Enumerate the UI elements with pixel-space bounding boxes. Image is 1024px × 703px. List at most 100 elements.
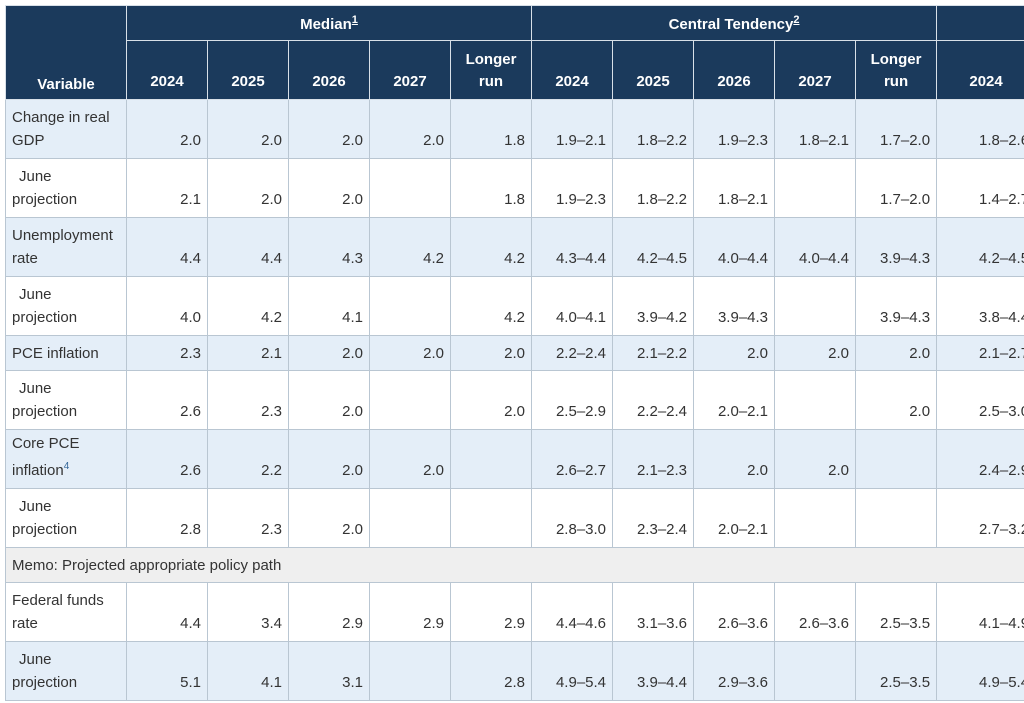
row-label: June projection: [5, 370, 127, 430]
table-cell: 2.6–3.6: [693, 582, 776, 642]
table-cell: 4.1: [288, 276, 370, 336]
table-cell: 1.8–2.2: [612, 99, 695, 159]
col-header: 2025: [207, 40, 289, 100]
table-cell: 2.0: [449, 370, 533, 430]
table-cell: 2.6: [126, 370, 208, 430]
table-cell: 2.1: [126, 158, 208, 218]
table-cell: 4.9–5.4: [531, 641, 614, 701]
table-cell: 4.0–4.4: [693, 217, 776, 277]
col-header: 2025: [612, 40, 695, 100]
table-cell: 4.2: [207, 276, 289, 336]
table-cell: 4.0–4.4: [774, 217, 857, 277]
table-cell: [774, 158, 857, 218]
footnote-link-1[interactable]: 1: [351, 13, 358, 26]
table-cell: 2.0: [693, 335, 776, 371]
table-cell: 2.0: [774, 335, 857, 371]
table-cell: 3.9–4.3: [855, 276, 938, 336]
header-variable: Variable: [5, 5, 127, 100]
row-label: June projection: [5, 488, 127, 548]
table-cell: 2.2–2.4: [612, 370, 695, 430]
table-cell: [449, 488, 533, 548]
header-range-group: [936, 5, 1024, 41]
row-label: Change in real GDP: [5, 99, 127, 159]
row-label-text: June projection: [12, 286, 78, 326]
header-central-tendency-label: Central Tendency: [668, 15, 794, 33]
row-label: June projection: [5, 641, 127, 701]
col-header: 2026: [288, 40, 370, 100]
table-cell: 1.8: [449, 158, 533, 218]
row-label-text: Unemployment rate: [12, 227, 113, 267]
row-label-text: June projection: [12, 651, 78, 691]
col-header: 2027: [369, 40, 451, 100]
table-cell: 4.4–4.6: [531, 582, 614, 642]
table-cell: [855, 488, 938, 548]
table-cell: 2.0: [449, 335, 533, 371]
table-cell: 2.8: [449, 641, 533, 701]
table-cell: 4.1: [207, 641, 289, 701]
footnote-link-2[interactable]: 2: [793, 13, 800, 26]
table-cell: [369, 158, 451, 218]
table-cell: 2.1–2.2: [612, 335, 695, 371]
table-cell: 2.0: [288, 370, 370, 430]
table-cell: [369, 488, 451, 548]
col-header: 2026: [693, 40, 776, 100]
table-cell: 4.3: [288, 217, 370, 277]
table-row: Change in real GDP 2.0 2.0 2.0 2.0 1.8 1.9–2.1…: [5, 99, 1024, 159]
table-cell: 4.2: [449, 276, 533, 336]
table-row: June projection 4.0 4.2 4.1 4.2 4.0–4.1 3.9–4.…: [5, 276, 1024, 336]
table-cell: 4.4: [126, 217, 208, 277]
table-cell: 4.2–4.5: [936, 217, 1024, 277]
table-cell: 3.9–4.2: [612, 276, 695, 336]
table-cell: 2.0: [693, 429, 776, 489]
table-cell: 4.2–4.5: [612, 217, 695, 277]
table-cell: [774, 641, 857, 701]
table-cell: 2.0: [369, 99, 451, 159]
table-cell: 2.0: [207, 99, 289, 159]
table-cell: 2.0: [207, 158, 289, 218]
memo-row: Memo: Projected appropriate policy path: [4, 547, 1024, 583]
table-cell: 3.9–4.3: [855, 217, 938, 277]
table-cell: 4.0–4.1: [531, 276, 614, 336]
table-cell: 2.1–2.7: [936, 335, 1024, 371]
table-cell: 4.4: [207, 217, 289, 277]
table-cell: 2.3–2.4: [612, 488, 695, 548]
row-label-text: PCE inflation: [12, 344, 99, 362]
row-label-text: June projection: [12, 168, 78, 208]
table-cell: 2.0: [369, 335, 451, 371]
table-cell: [369, 370, 451, 430]
projections-table: Variable Median1 Central Tendency2 2024 …: [4, 5, 1024, 701]
table-cell: 4.3–4.4: [531, 217, 614, 277]
table-cell: 2.5–3.5: [855, 641, 938, 701]
row-label-text: June projection: [12, 498, 78, 538]
table-cell: 3.9–4.3: [693, 276, 776, 336]
row-label: Unemployment rate: [5, 217, 127, 277]
table-cell: 2.6: [126, 429, 208, 489]
table-header: Variable Median1 Central Tendency2 2024 …: [5, 5, 1024, 100]
table-cell: 2.0: [288, 158, 370, 218]
table-cell: 2.5–3.5: [855, 582, 938, 642]
footnote-link-4[interactable]: 4: [63, 461, 70, 472]
table-cell: 2.0–2.1: [693, 370, 776, 430]
table-cell: 2.3: [207, 488, 289, 548]
col-header: Longer run: [855, 40, 938, 100]
memo-label: Memo: Projected appropriate policy path: [4, 547, 1024, 583]
table-cell: 2.0: [288, 429, 370, 489]
table-cell: [774, 370, 857, 430]
table-cell: 1.9–2.3: [693, 99, 776, 159]
col-header: 2024: [936, 40, 1024, 100]
table-cell: 2.7–3.2: [936, 488, 1024, 548]
table-cell: 2.6–2.7: [531, 429, 614, 489]
table-cell: 2.0: [369, 429, 451, 489]
table-cell: 2.0: [855, 335, 938, 371]
table-cell: [369, 276, 451, 336]
table-cell: 4.4: [126, 582, 208, 642]
table-cell: 2.2: [207, 429, 289, 489]
table-cell: 1.7–2.0: [855, 158, 938, 218]
table-cell: 2.9: [288, 582, 370, 642]
table-row: June projection 2.6 2.3 2.0 2.0 2.5–2.9 2.2–2.…: [5, 370, 1024, 430]
table-cell: 2.4–2.9: [936, 429, 1024, 489]
table-cell: 4.9–5.4: [936, 641, 1024, 701]
table-cell: 3.9–4.4: [612, 641, 695, 701]
table-cell: 2.5–3.0: [936, 370, 1024, 430]
table-body: Change in real GDP 2.0 2.0 2.0 2.0 1.8 1.9–2.1…: [4, 99, 1024, 701]
